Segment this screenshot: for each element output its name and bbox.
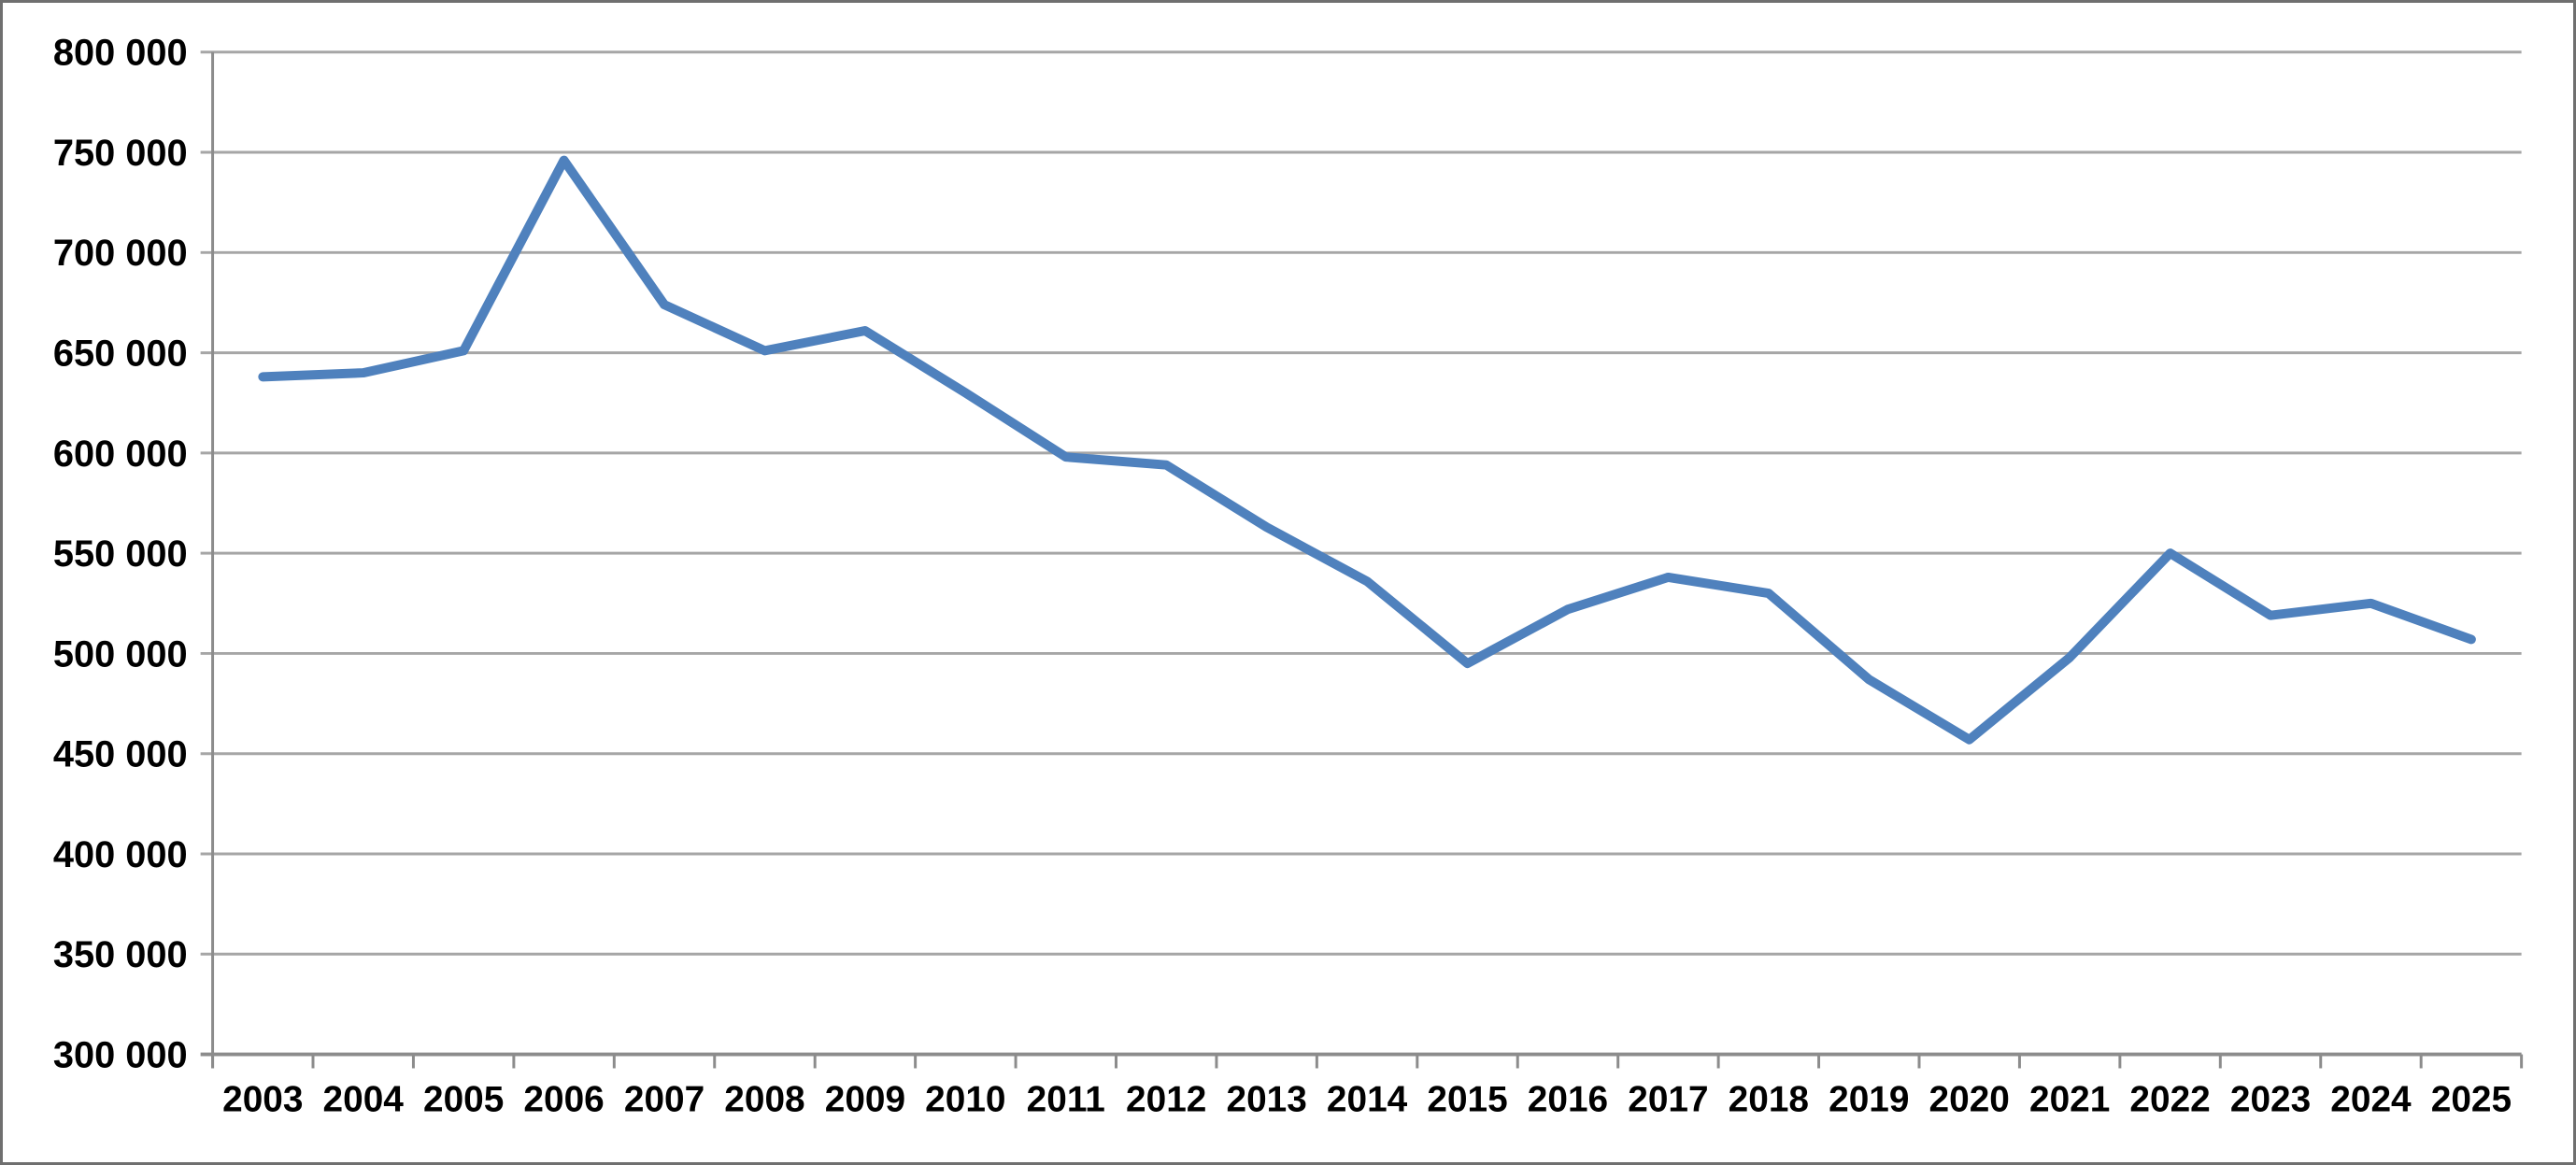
y-axis-tick-label: 800 000: [53, 33, 188, 74]
y-axis-tick-label: 650 000: [53, 334, 188, 375]
x-axis-tick-label: 2016: [1528, 1079, 1608, 1119]
x-axis-tick-label: 2025: [2431, 1079, 2512, 1119]
y-axis-tick-label: 700 000: [53, 233, 188, 274]
x-axis-tick-label: 2015: [1427, 1079, 1507, 1119]
y-axis-tick-label: 550 000: [53, 533, 188, 575]
y-axis-tick-label: 400 000: [53, 834, 188, 875]
x-axis-tick-label: 2018: [1729, 1079, 1809, 1119]
x-axis-tick-label: 2012: [1126, 1079, 1206, 1119]
y-axis-tick-label: 450 000: [53, 734, 188, 775]
x-axis-tick-label: 2021: [2029, 1079, 2110, 1119]
x-axis-tick-label: 2003: [222, 1079, 303, 1119]
x-axis-tick-label: 2004: [323, 1079, 405, 1119]
x-axis-tick-label: 2005: [423, 1079, 504, 1119]
x-axis-tick-label: 2022: [2129, 1079, 2210, 1119]
x-axis-tick-label: 2017: [1628, 1079, 1708, 1119]
y-axis-tick-label: 600 000: [53, 433, 188, 475]
x-axis-tick-label: 2013: [1226, 1079, 1306, 1119]
x-axis-tick-label: 2010: [925, 1079, 1005, 1119]
y-axis-tick-label: 350 000: [53, 934, 188, 975]
x-axis-tick-label: 2023: [2230, 1079, 2311, 1119]
x-axis-tick-label: 2020: [1929, 1079, 2010, 1119]
y-axis-tick-label: 300 000: [53, 1034, 188, 1075]
x-axis-tick-label: 2006: [523, 1079, 604, 1119]
y-axis-tick-label: 500 000: [53, 633, 188, 675]
x-axis-tick-label: 2009: [825, 1079, 905, 1119]
x-axis-tick-label: 2011: [1027, 1079, 1105, 1119]
chart-svg: 300 000 350 000 400 000 450 000 500 000 550 0…: [53, 33, 2524, 1119]
x-axis-tick-label: 2019: [1829, 1079, 1909, 1119]
data-series-line: [258, 155, 2476, 745]
x-axis-tick-label: 2024: [2330, 1079, 2412, 1119]
y-axis-tick-label: 750 000: [53, 133, 188, 174]
x-axis-tick-label: 2008: [724, 1079, 804, 1119]
x-axis-tick-label: 2007: [624, 1079, 704, 1119]
x-axis-tick-label: 2014: [1327, 1079, 1408, 1119]
